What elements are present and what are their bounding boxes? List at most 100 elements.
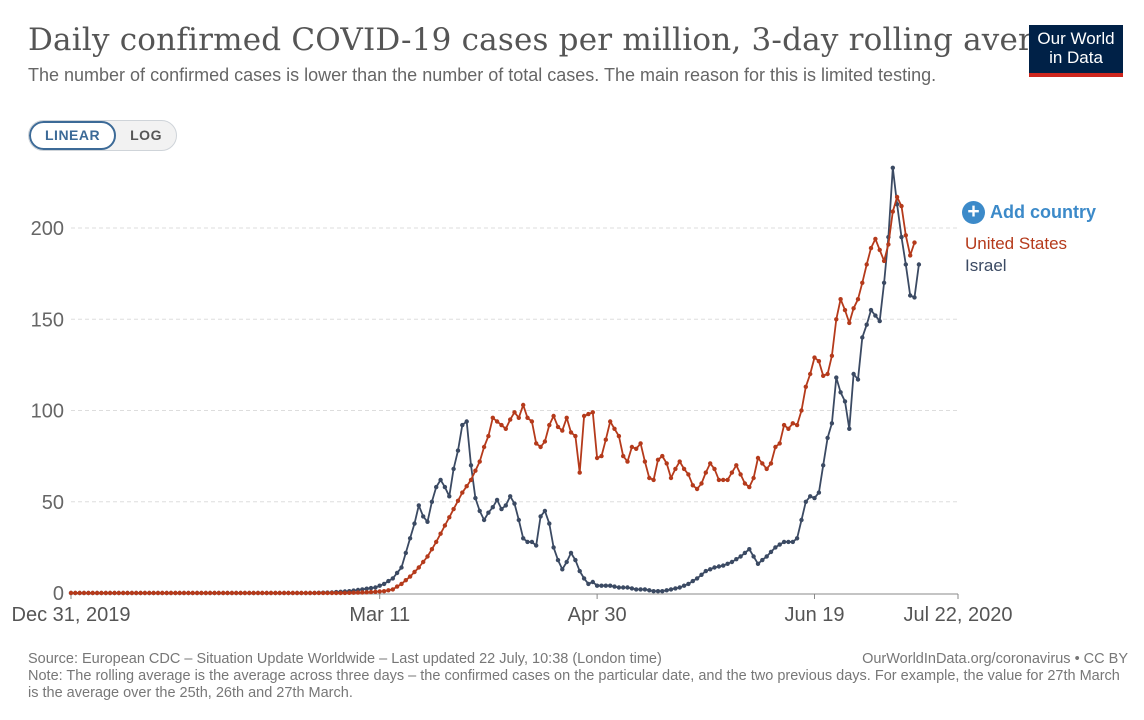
- united-states-point: [516, 415, 521, 420]
- israel-point: [534, 543, 539, 548]
- israel-point: [381, 581, 387, 587]
- y-tick-label-200: 200: [31, 218, 64, 240]
- united-states-point: [421, 559, 426, 565]
- united-states-point: [508, 417, 513, 422]
- add-country-button[interactable]: + Add country: [962, 201, 1096, 224]
- x-tick-label-3: Jun 19: [784, 604, 844, 626]
- israel-point: [464, 419, 469, 424]
- united-states-point: [564, 415, 569, 420]
- united-states-point: [225, 590, 230, 596]
- united-states-point: [181, 590, 187, 596]
- israel-point: [625, 585, 630, 590]
- united-states-point: [247, 590, 252, 596]
- israel-point: [377, 583, 382, 588]
- israel-point: [703, 568, 708, 574]
- israel-point: [529, 539, 535, 545]
- united-states-point: [299, 590, 304, 596]
- israel-point: [434, 484, 439, 490]
- united-states-point: [94, 590, 100, 596]
- united-states-point: [755, 455, 761, 461]
- united-states-point: [651, 477, 656, 483]
- united-states-point: [673, 466, 678, 472]
- united-states-point: [821, 373, 826, 378]
- united-states-point: [825, 371, 830, 377]
- israel-point: [560, 567, 565, 572]
- israel-point: [473, 495, 478, 501]
- united-states-point: [873, 236, 878, 242]
- united-states-point: [381, 589, 387, 594]
- israel-point: [360, 587, 365, 592]
- united-states-point: [794, 422, 800, 428]
- united-states-point: [229, 590, 235, 596]
- united-states-point: [168, 590, 174, 596]
- united-states-point: [351, 590, 356, 595]
- add-country-label: Add country: [990, 202, 1096, 222]
- united-states-point: [242, 590, 248, 596]
- united-states-point: [429, 547, 435, 552]
- united-states-point: [560, 428, 565, 433]
- united-states-point: [199, 590, 204, 596]
- united-states-point: [460, 490, 465, 495]
- israel-point: [538, 514, 543, 519]
- united-states-point: [151, 590, 156, 596]
- israel-point: [421, 514, 426, 519]
- owid-logo[interactable]: Our World in Data: [1029, 25, 1123, 77]
- israel-point: [773, 545, 778, 550]
- united-states-point: [503, 426, 508, 431]
- united-states-point: [512, 410, 517, 415]
- united-states-point: [786, 426, 791, 431]
- united-states-point: [694, 486, 700, 492]
- israel-point: [877, 318, 882, 324]
- credit-link[interactable]: OurWorldInData.org/coronavirus • CC BY: [862, 651, 1128, 667]
- united-states-point: [455, 498, 461, 503]
- united-states-point: [360, 590, 365, 595]
- israel-point: [860, 335, 865, 340]
- united-states-point: [464, 484, 469, 489]
- united-states-point: [377, 589, 382, 594]
- united-states-point: [112, 590, 117, 596]
- united-states-point: [708, 461, 713, 466]
- united-states-point: [264, 590, 269, 596]
- united-states-point: [547, 422, 552, 428]
- united-states-point: [886, 242, 891, 247]
- chart-subtitle: The number of confirmed cases is lower t…: [28, 65, 937, 85]
- log-scale-button[interactable]: LOG: [130, 127, 162, 143]
- israel-point: [681, 583, 687, 588]
- united-states-point: [760, 461, 765, 466]
- united-states-point: [303, 590, 308, 596]
- united-states-point: [603, 437, 608, 442]
- united-states-point: [221, 590, 226, 596]
- israel-point: [629, 586, 635, 591]
- united-states-point: [438, 531, 443, 536]
- israel-point: [742, 550, 748, 556]
- united-states-point: [103, 590, 109, 596]
- x-tick-label-4: Jul 22, 2020: [904, 604, 1013, 626]
- linear-scale-button[interactable]: LINEAR: [29, 121, 117, 150]
- united-states-point: [216, 590, 221, 596]
- united-states-point: [307, 590, 313, 596]
- united-states-point: [529, 419, 535, 424]
- israel-point: [525, 539, 530, 545]
- legend-label-israel: Israel: [965, 256, 1007, 275]
- united-states-point: [447, 515, 452, 520]
- israel-point: [438, 477, 443, 483]
- israel-point: [808, 494, 813, 499]
- united-states-point: [868, 245, 874, 251]
- united-states-point: [138, 590, 143, 596]
- united-states-point: [355, 590, 361, 595]
- chart-title: Daily confirmed COVID-19 cases per milli…: [28, 22, 1091, 58]
- israel-point: [394, 570, 400, 576]
- united-states-point: [712, 466, 717, 472]
- united-states-point: [281, 590, 287, 596]
- united-states-point: [268, 590, 274, 596]
- united-states-point: [316, 590, 321, 596]
- israel-point: [616, 585, 622, 590]
- united-states-point: [551, 413, 556, 419]
- israel-point: [512, 501, 517, 506]
- united-states-point: [290, 590, 295, 596]
- united-states-point: [647, 475, 652, 481]
- israel-point: [760, 557, 765, 563]
- israel-point: [577, 568, 582, 574]
- israel-point: [781, 539, 787, 545]
